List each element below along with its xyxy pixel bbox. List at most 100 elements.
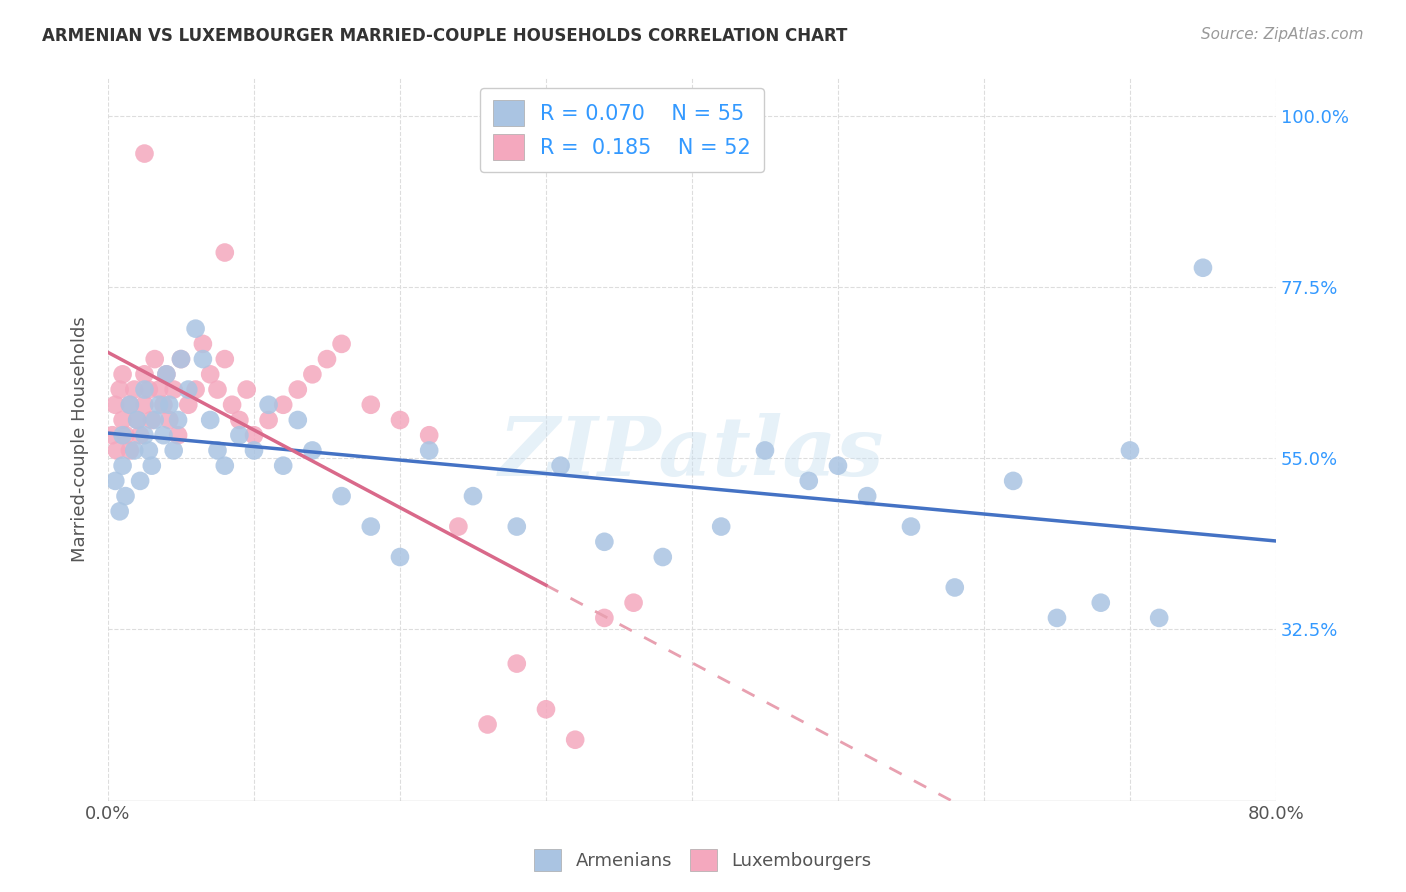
Point: [1046, 611, 1069, 625]
Point: [1002, 474, 1025, 488]
Point: [105, 443, 128, 458]
Point: [143, 352, 166, 367]
Text: ZIPatlas: ZIPatlas: [499, 414, 884, 493]
Point: [111, 458, 134, 473]
Point: [111, 428, 134, 442]
Text: Source: ZipAtlas.com: Source: ZipAtlas.com: [1201, 27, 1364, 42]
Point: [129, 428, 152, 442]
Point: [360, 398, 382, 412]
Point: [152, 398, 174, 412]
Point: [134, 383, 156, 397]
Point: [138, 443, 160, 458]
Point: [127, 413, 149, 427]
Point: [118, 398, 141, 412]
Point: [170, 352, 193, 367]
Point: [148, 383, 170, 397]
Point: [207, 383, 229, 397]
Point: [593, 534, 616, 549]
Point: [114, 428, 136, 442]
Point: [710, 519, 733, 533]
Y-axis label: Married-couple Households: Married-couple Households: [72, 316, 89, 562]
Point: [221, 398, 243, 412]
Point: [207, 443, 229, 458]
Point: [143, 413, 166, 427]
Point: [228, 428, 250, 442]
Point: [900, 519, 922, 533]
Point: [134, 146, 156, 161]
Point: [129, 474, 152, 488]
Point: [191, 337, 214, 351]
Point: [155, 368, 177, 382]
Point: [943, 581, 966, 595]
Point: [1147, 611, 1170, 625]
Point: [134, 368, 156, 382]
Point: [534, 702, 557, 716]
Point: [108, 383, 131, 397]
Point: [134, 428, 156, 442]
Point: [157, 398, 180, 412]
Point: [235, 383, 257, 397]
Legend: Armenians, Luxembourgers: Armenians, Luxembourgers: [527, 842, 879, 879]
Point: [122, 383, 145, 397]
Point: [214, 245, 236, 260]
Point: [271, 398, 294, 412]
Point: [550, 458, 572, 473]
Point: [127, 413, 149, 427]
Point: [1192, 260, 1215, 275]
Point: [623, 596, 645, 610]
Point: [243, 428, 266, 442]
Point: [257, 413, 280, 427]
Point: [155, 368, 177, 382]
Point: [287, 383, 309, 397]
Point: [214, 458, 236, 473]
Point: [198, 413, 221, 427]
Point: [257, 398, 280, 412]
Point: [111, 413, 134, 427]
Point: [461, 489, 484, 503]
Point: [447, 519, 470, 533]
Point: [184, 383, 207, 397]
Point: [141, 458, 163, 473]
Point: [564, 732, 586, 747]
Point: [177, 398, 200, 412]
Point: [330, 489, 353, 503]
Point: [101, 428, 124, 442]
Point: [301, 368, 323, 382]
Point: [506, 657, 529, 671]
Point: [118, 398, 141, 412]
Point: [104, 474, 127, 488]
Point: [797, 474, 820, 488]
Point: [418, 428, 440, 442]
Point: [108, 504, 131, 518]
Point: [134, 398, 156, 412]
Point: [184, 321, 207, 335]
Point: [593, 611, 616, 625]
Point: [330, 337, 353, 351]
Point: [122, 443, 145, 458]
Point: [138, 383, 160, 397]
Point: [163, 383, 186, 397]
Point: [152, 428, 174, 442]
Point: [1119, 443, 1142, 458]
Point: [167, 428, 190, 442]
Point: [167, 413, 190, 427]
Point: [287, 413, 309, 427]
Point: [177, 383, 200, 397]
Point: [651, 549, 673, 564]
Point: [170, 352, 193, 367]
Point: [827, 458, 849, 473]
Point: [477, 717, 499, 731]
Point: [506, 519, 529, 533]
Point: [856, 489, 879, 503]
Point: [228, 413, 250, 427]
Point: [163, 443, 186, 458]
Point: [148, 398, 170, 412]
Point: [104, 398, 127, 412]
Point: [388, 549, 411, 564]
Point: [111, 368, 134, 382]
Point: [388, 413, 411, 427]
Point: [754, 443, 776, 458]
Point: [360, 519, 382, 533]
Legend: R = 0.070    N = 55, R =  0.185    N = 52: R = 0.070 N = 55, R = 0.185 N = 52: [479, 87, 763, 172]
Point: [418, 443, 440, 458]
